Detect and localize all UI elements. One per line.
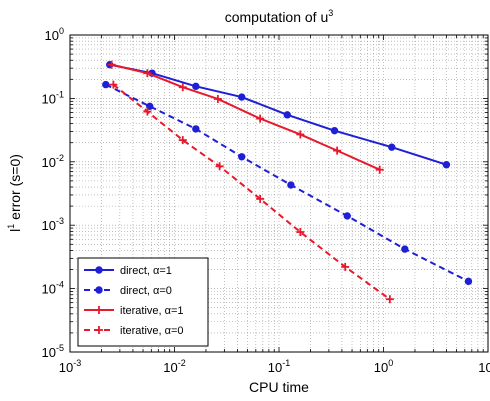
- series-layer: [102, 60, 473, 304]
- series-line: [105, 83, 469, 283]
- data-point: [296, 228, 305, 237]
- legend-label: iterative, α=1: [120, 305, 184, 317]
- data-point: [296, 130, 305, 139]
- series-3: [107, 60, 384, 174]
- data-point: [143, 69, 152, 78]
- x-axis-label: CPU time: [249, 379, 309, 395]
- data-point: [341, 262, 350, 271]
- data-point: [256, 114, 265, 123]
- data-point: [401, 245, 409, 253]
- series-4: [109, 80, 394, 304]
- data-point: [107, 60, 116, 69]
- legend-marker: [95, 306, 103, 314]
- data-point: [388, 143, 396, 151]
- legend: direct, α=1 direct, α=0 iterative, α=1 iter…: [77, 257, 209, 347]
- y-tick-label: 10-4: [42, 280, 64, 297]
- y-tick-label: 10-2: [42, 153, 64, 170]
- data-point: [143, 107, 152, 116]
- series-line: [112, 83, 391, 301]
- data-point: [178, 136, 187, 145]
- data-point: [375, 165, 384, 174]
- y-tick-label: 10-1: [42, 89, 64, 106]
- data-point: [192, 125, 200, 133]
- data-point: [238, 93, 246, 101]
- data-point: [178, 83, 187, 92]
- x-tick-label: 100: [374, 358, 393, 375]
- data-point: [192, 82, 200, 91]
- data-point: [385, 295, 394, 304]
- data-point: [343, 212, 351, 220]
- data-point: [464, 277, 473, 286]
- y-tick-label: 10-5: [42, 343, 64, 360]
- chart-title-superscript: 3: [328, 8, 333, 18]
- data-point: [238, 153, 246, 161]
- legend-label: iterative, α=0: [120, 325, 184, 337]
- x-tick-label: 101: [478, 358, 490, 375]
- x-tick-label: 10-2: [163, 358, 185, 375]
- data-point: [256, 194, 265, 203]
- data-point: [287, 181, 295, 189]
- data-point: [215, 162, 224, 171]
- y-tick-label: 10-3: [42, 216, 64, 233]
- data-point: [333, 146, 342, 155]
- data-point: [109, 80, 118, 89]
- data-point: [283, 111, 291, 119]
- data-point: [102, 80, 110, 89]
- y-tick-label: 100: [45, 26, 64, 43]
- legend-label: direct, α=0: [120, 285, 172, 297]
- data-point: [330, 126, 339, 135]
- legend-entry: iterative, α=0: [84, 325, 184, 337]
- legend-marker: [95, 286, 103, 294]
- grid-lines: [70, 35, 488, 352]
- series-line: [109, 63, 447, 166]
- legend-entry: iterative, α=1: [84, 305, 184, 317]
- tick-marks: [69, 34, 489, 353]
- data-point: [213, 94, 222, 103]
- chart-title: computation of u3: [225, 8, 334, 25]
- legend-marker: [95, 266, 103, 274]
- tick-labels: 10-3 10-2 10-1 100 101 10-5 10-4 10-3 10-2 10-1 10…: [42, 26, 490, 375]
- y-axis-label: l1 error (s=0): [6, 154, 23, 232]
- x-tick-label: 10-1: [268, 358, 290, 375]
- x-tick-label: 10-3: [59, 358, 81, 375]
- legend-marker: [95, 326, 103, 334]
- data-point: [442, 161, 451, 169]
- legend-entry: direct, α=0: [84, 285, 172, 297]
- legend-label: direct, α=1: [120, 265, 172, 277]
- legend-entry: direct, α=1: [84, 265, 172, 277]
- series-line: [111, 63, 381, 171]
